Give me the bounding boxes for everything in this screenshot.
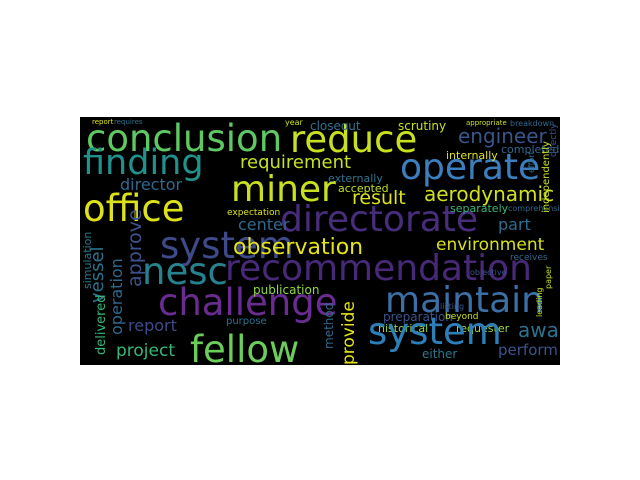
word-historical: historical bbox=[378, 322, 429, 335]
word-listing: listing bbox=[440, 302, 465, 311]
word-closeout: closeout bbox=[310, 119, 361, 133]
word-requires: requires bbox=[114, 118, 143, 126]
word-result: result bbox=[352, 187, 406, 209]
word-reduce: reduce bbox=[290, 118, 418, 161]
word-report-small: report bbox=[92, 118, 114, 126]
word-challenge: challenge bbox=[158, 281, 338, 324]
word-operate: operate bbox=[400, 147, 541, 188]
word-beyond: beyond bbox=[445, 312, 479, 322]
word-perform: perform bbox=[498, 341, 558, 359]
word-director: director bbox=[120, 175, 183, 194]
word-conclusion: conclusion bbox=[86, 117, 283, 160]
word-provide: provide bbox=[339, 301, 359, 365]
word-simulation: simulation bbox=[81, 231, 94, 289]
word-scrutiny: scrutiny bbox=[398, 119, 447, 133]
word-year: year bbox=[285, 118, 303, 127]
word-separately: separately bbox=[450, 202, 509, 215]
word-miner: miner bbox=[231, 169, 336, 210]
word-objective: objective bbox=[470, 268, 507, 277]
word-maintain: maintain bbox=[385, 280, 544, 321]
word-delivered: delivered bbox=[94, 294, 109, 355]
word-approve: approve bbox=[124, 209, 146, 287]
word-office: office bbox=[83, 187, 185, 230]
word-observation: observation bbox=[233, 235, 364, 260]
word-requirement: requirement bbox=[240, 152, 352, 173]
word-receives: receives bbox=[510, 253, 548, 263]
word-expectation: expectation bbox=[227, 208, 281, 218]
word-preparation: preparation bbox=[383, 310, 453, 324]
word-requester: requester bbox=[456, 322, 510, 335]
word-publication: publication bbox=[253, 283, 320, 297]
word-directly: directly bbox=[549, 123, 559, 157]
word-comprehensive: comprehensive bbox=[508, 204, 560, 213]
word-completed: completed bbox=[501, 143, 560, 156]
word-operation: operation bbox=[107, 258, 126, 335]
word-center: center bbox=[238, 215, 290, 234]
word-team: system bbox=[160, 224, 294, 267]
word-system-overlay: system bbox=[368, 310, 502, 353]
word-finding: finding bbox=[83, 143, 204, 183]
word-method: method bbox=[322, 302, 336, 349]
word-appropriate: appropriate bbox=[466, 119, 507, 127]
word-aerodynamic: aerodynamic bbox=[424, 182, 555, 206]
word-accepted: accepted bbox=[338, 182, 389, 195]
word-nesc: nesc bbox=[142, 250, 228, 293]
word-part: part bbox=[498, 215, 531, 234]
word-project: project bbox=[116, 341, 176, 361]
word-effort: effort bbox=[527, 151, 536, 173]
word-directorate: directorate bbox=[280, 199, 479, 240]
word-engineer: engineer bbox=[458, 124, 547, 148]
word-cloud: conclusion reduce finding operate miner … bbox=[80, 117, 560, 365]
word-externally: externally bbox=[328, 172, 383, 185]
word-either: either bbox=[422, 347, 458, 361]
word-report: report bbox=[128, 316, 177, 335]
word-fellow: fellow bbox=[190, 328, 300, 365]
word-award: award bbox=[518, 318, 560, 342]
word-leading: leading bbox=[535, 287, 544, 318]
word-internally: internally bbox=[446, 149, 498, 162]
word-purpose: purpose bbox=[226, 316, 267, 327]
word-breakdown: breakdown bbox=[510, 119, 555, 128]
word-environment: environment bbox=[436, 235, 545, 255]
word-recommendation: recommendation bbox=[225, 248, 532, 289]
word-paper: paper bbox=[544, 265, 553, 289]
